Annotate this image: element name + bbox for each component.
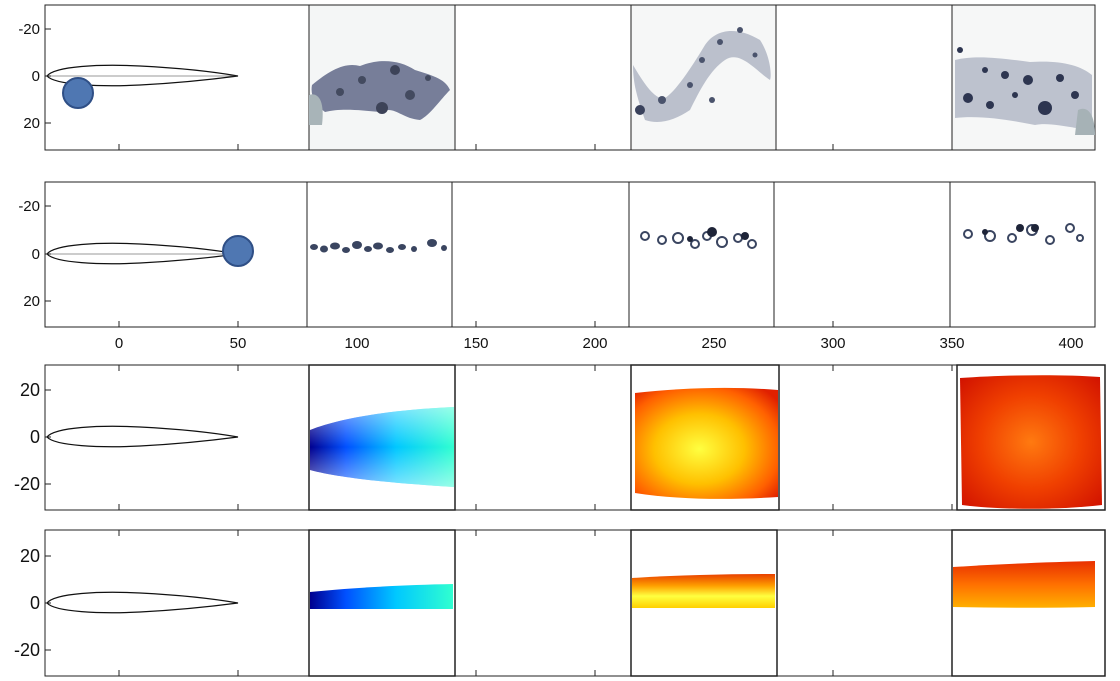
panel-4-window-2 <box>630 529 778 677</box>
panel-1: -20 0 20 <box>18 4 1096 151</box>
x-tick-label: 100 <box>344 335 369 352</box>
panel-2-frame <box>44 181 1096 328</box>
y-tick-label: 0 <box>32 68 40 85</box>
panel-3-x-ticks <box>118 365 1072 510</box>
airfoil-shape <box>46 425 239 448</box>
y-tick-label: 0 <box>30 593 40 613</box>
panel-4-window-1 <box>308 529 456 677</box>
x-tick-label: 50 <box>230 335 247 352</box>
panel-2-window-2 <box>628 181 775 328</box>
y-tick-label: -20 <box>18 21 40 38</box>
panel-4: 20 0 -20 <box>14 529 1106 677</box>
panel-3-window-3 <box>956 364 1106 511</box>
panel-4-y-axis: 20 0 -20 <box>14 546 51 660</box>
y-tick-label: -20 <box>14 474 40 494</box>
panel-1-window-2 <box>630 4 777 151</box>
panel-1-window-3 <box>951 4 1096 151</box>
x-tick-label: 300 <box>820 335 845 352</box>
airfoil-shape <box>46 242 239 265</box>
x-tick-label: 200 <box>582 335 607 352</box>
panel-4-window-3 <box>951 529 1106 677</box>
x-tick-label: 400 <box>1058 335 1083 352</box>
panel-2-window-1 <box>306 181 453 328</box>
y-tick-label: -20 <box>18 198 40 215</box>
bubble-marker-icon <box>62 77 94 109</box>
panel-3-frame <box>44 364 1106 511</box>
y-tick-label: 20 <box>23 115 40 132</box>
y-tick-label: 20 <box>23 293 40 310</box>
panel-2-x-ticks <box>118 321 1072 327</box>
y-tick-label: -20 <box>14 640 40 660</box>
y-tick-label: 20 <box>20 380 40 400</box>
panel-4-x-ticks <box>118 530 1072 676</box>
panel-3-y-axis: 20 0 -20 <box>14 380 51 494</box>
panel-1-window-1 <box>308 4 456 151</box>
panel-1-x-ticks <box>118 144 1072 150</box>
x-tick-label: 150 <box>463 335 488 352</box>
panel-3-window-1 <box>308 364 456 511</box>
panel-1-y-axis: -20 0 20 <box>18 21 51 132</box>
y-tick-label: 0 <box>30 427 40 447</box>
panel-4-frame <box>44 529 1106 677</box>
x-tick-label: 250 <box>701 335 726 352</box>
x-tick-label: 0 <box>115 335 123 352</box>
panel-1-frame <box>44 4 1096 151</box>
y-tick-label: 0 <box>32 246 40 263</box>
bubble-marker-icon <box>222 235 254 267</box>
panel-3: 20 0 -20 <box>14 364 1106 511</box>
panel-2-window-3 <box>949 181 1096 328</box>
airfoil-shape <box>46 591 239 614</box>
panel-2: -20 0 20 0 50 100 150 200 250 300 350 40… <box>18 181 1096 352</box>
panel-2-y-axis: -20 0 20 <box>18 198 51 310</box>
y-tick-label: 20 <box>20 546 40 566</box>
panel-3-window-2 <box>630 364 780 511</box>
x-axis-labels: 0 50 100 150 200 250 300 350 400 <box>115 335 1084 352</box>
x-tick-label: 350 <box>939 335 964 352</box>
